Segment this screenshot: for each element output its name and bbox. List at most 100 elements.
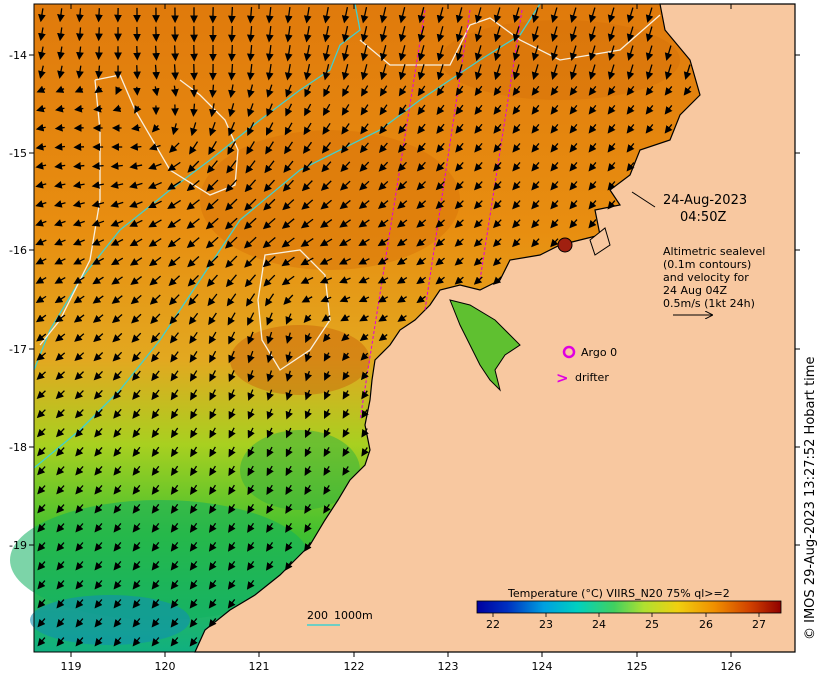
velocity-arrow [206,274,218,287]
velocity-arrow [322,26,331,43]
velocity-arrow [151,484,160,495]
velocity-arrow [246,63,255,81]
velocity-arrow [72,238,85,246]
credit-text: © IMOS 29-Aug-2023 13:27:52 Hobart time [803,356,818,640]
velocity-arrow [436,26,445,43]
velocity-arrow [303,44,312,62]
velocity-arrow [246,580,255,590]
velocity-arrow [76,27,84,42]
velocity-arrow [209,503,217,514]
velocity-arrow [435,161,445,172]
velocity-arrow [37,542,46,552]
velocity-arrow [397,219,408,228]
velocity-arrow [76,46,84,61]
velocity-arrow [132,408,141,419]
velocity-arrow [531,219,540,229]
velocity-arrow [208,580,217,590]
velocity-arrow [607,85,616,96]
velocity-arrow [54,142,66,151]
velocity-arrow [512,26,521,43]
velocity-arrow [455,26,464,43]
velocity-arrow [37,485,46,495]
velocity-arrow [247,465,255,477]
velocity-arrow [247,370,255,383]
velocity-arrow [228,465,236,477]
velocity-arrow [208,312,217,326]
velocity-arrow [37,580,46,590]
velocity-arrow [264,293,275,307]
velocity-arrow [149,275,162,286]
velocity-arrow [247,122,255,136]
velocity-arrow [323,446,331,457]
velocity-arrow [247,503,255,514]
velocity-arrow [588,219,597,229]
y-tick-label: -19 [9,539,27,552]
velocity-arrow [186,237,200,248]
velocity-arrow [455,64,464,81]
velocity-arrow [493,181,502,191]
velocity-arrow [607,64,616,80]
velocity-arrow [133,46,141,61]
velocity-arrow [170,484,179,495]
velocity-arrow [396,257,408,265]
velocity-arrow [228,408,236,420]
velocity-arrow [304,333,313,343]
y-tick-label: -16 [9,244,27,257]
velocity-arrow [75,447,84,457]
velocity-arrow [190,427,198,439]
velocity-arrow [75,637,84,647]
velocity-arrow [398,123,407,135]
sla-contour [94,74,239,196]
velocity-arrow [304,446,312,458]
velocity-arrow [224,217,238,230]
velocity-arrow [113,427,122,438]
velocity-arrow [131,313,142,324]
velocity-arrow [151,465,160,476]
velocity-arrow [322,45,331,62]
velocity-arrow [168,275,181,286]
velocity-arrow [243,217,257,230]
velocity-arrow [57,27,65,42]
velocity-arrow [396,276,408,284]
velocity-arrow [111,314,123,324]
velocity-arrow [493,26,502,43]
velocity-arrow [569,219,578,229]
velocity-arrow [302,160,313,173]
altimeter-track [359,9,426,421]
velocity-arrow [377,238,389,247]
velocity-arrow [588,104,597,115]
velocity-arrow [300,238,314,247]
velocity-arrow [493,142,502,153]
velocity-arrow [473,219,483,229]
velocity-arrow [303,122,312,136]
altimetry-note-line: and velocity for [663,271,749,284]
velocity-arrow [113,580,122,590]
argo-marker-icon [562,345,576,359]
velocity-arrow [265,141,274,155]
velocity-arrow [285,351,293,363]
velocity-arrow [265,63,274,81]
velocity-arrow [265,6,274,24]
velocity-arrow [492,257,502,266]
velocity-arrow [319,238,333,247]
y-tick-label: -18 [9,441,27,454]
velocity-arrow [626,26,635,42]
velocity-arrow [94,504,103,514]
velocity-arrow [340,314,350,322]
argo-label: Argo 0 [581,346,617,359]
velocity-arrow [360,26,369,43]
velocity-arrow [416,181,426,191]
velocity-arrow [377,276,389,284]
velocity-arrow [342,409,350,419]
velocity-arrow [265,25,274,43]
velocity-arrow [455,161,464,172]
velocity-arrow [303,25,312,43]
velocity-arrow [132,561,141,571]
velocity-arrow [74,409,84,419]
velocity-arrow [152,45,160,61]
velocity-arrow [56,637,65,647]
velocity-arrow [94,427,103,438]
velocity-arrow [206,160,218,174]
velocity-arrow [398,64,407,81]
velocity-arrow [284,6,293,24]
